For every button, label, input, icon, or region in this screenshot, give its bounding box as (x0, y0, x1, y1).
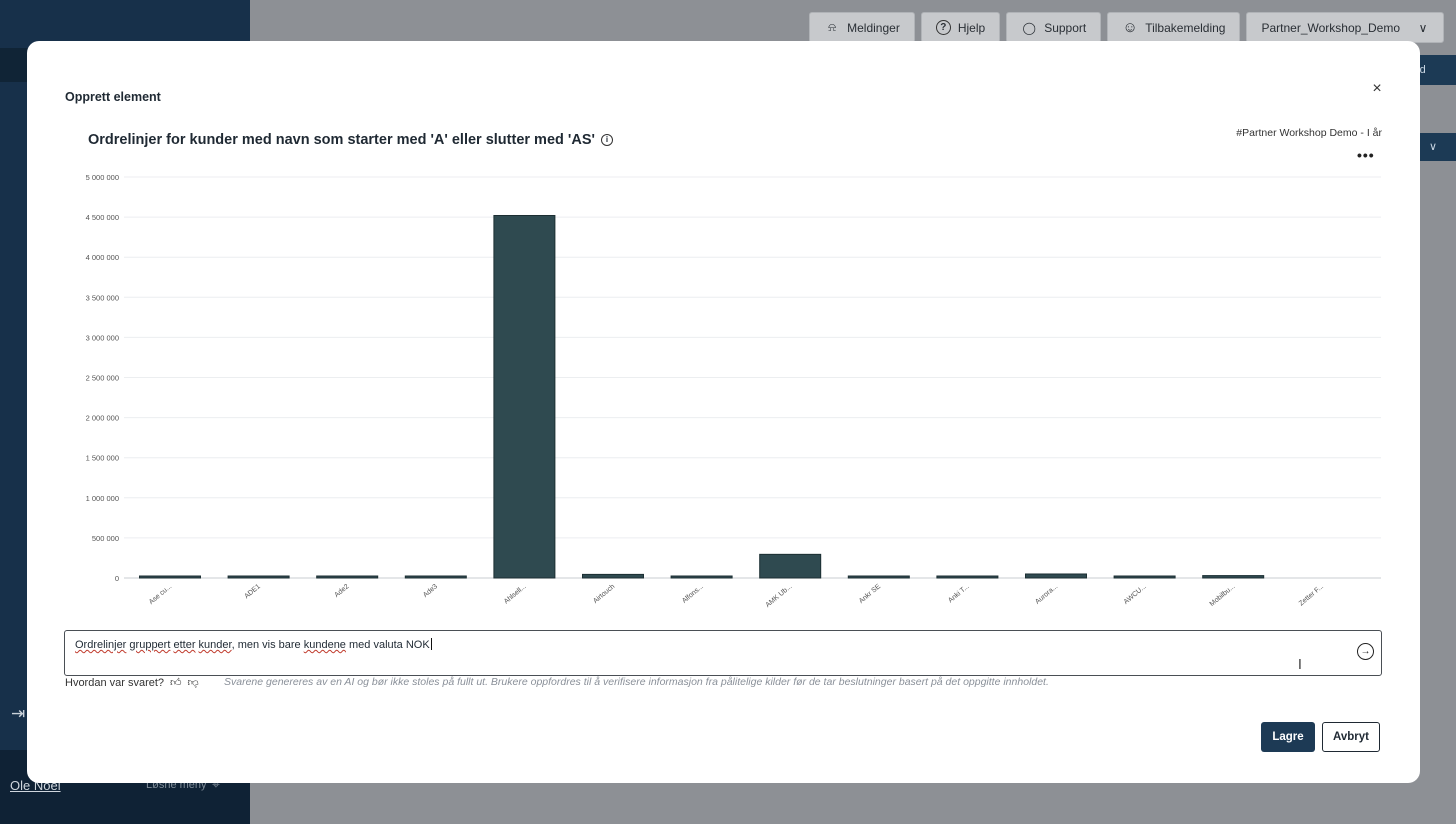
modal-title: Opprett element (65, 90, 161, 104)
workspace-selector[interactable]: Partner_Workshop_Demo ∨ (1246, 12, 1444, 43)
feedback-label: Tilbakemelding (1145, 20, 1226, 35)
x-tick-label: Ase cu... (148, 583, 173, 606)
x-tick-label: ADE1 (243, 583, 262, 600)
prompt-text[interactable]: Ordrelinjer gruppert etter kunder, men v… (75, 638, 432, 651)
notifications-button[interactable]: ⍾ Meldinger (809, 12, 915, 43)
y-tick-label: 4 000 000 (86, 253, 119, 262)
bar[interactable] (847, 575, 910, 579)
bar[interactable] (759, 553, 822, 579)
bar[interactable] (139, 575, 201, 579)
x-tick-label: Ahlsell... (503, 583, 528, 605)
bar[interactable] (1025, 573, 1087, 579)
x-tick-label: Ade2 (333, 583, 350, 599)
chart-title-text: Ordrelinjer for kunder med navn som star… (88, 132, 595, 148)
feedback-row: Hvordan var svaret? 👍︎ 👎︎ (65, 676, 199, 689)
text-cursor-icon: I (1298, 658, 1302, 673)
text-caret (430, 638, 432, 650)
prompt-word-kunder: kunder (198, 639, 232, 651)
x-tick-label: Aurora... (1034, 583, 1059, 606)
prompt-word-etter: etter (173, 639, 196, 651)
chat-icon: ◯ (1022, 20, 1036, 35)
ai-prompt-input[interactable]: Ordrelinjer gruppert etter kunder, men v… (64, 630, 1382, 676)
x-tick-label: Zetter F... (1298, 583, 1325, 607)
y-tick-label: 500 000 (92, 534, 119, 543)
x-tick-label: Anki T... (947, 583, 971, 604)
chart-source-label: #Partner Workshop Demo - I år (1236, 127, 1382, 139)
y-tick-label: 5 000 000 (86, 173, 119, 182)
create-element-modal: Opprett element × Ordrelinjer for kunder… (27, 41, 1420, 783)
y-tick-label: 3 500 000 (86, 293, 119, 302)
prompt-word-kundene: kundene (303, 639, 346, 651)
thumbs-down-icon[interactable]: 👎︎ (187, 676, 199, 689)
pin-icon[interactable]: ⌖ (212, 776, 220, 792)
chart-menu-icon[interactable]: ••• (1357, 147, 1375, 163)
close-icon[interactable]: × (1372, 80, 1382, 97)
prompt-segment-4: , men vis bare (231, 639, 304, 651)
thumbs-up-icon[interactable]: 👍︎ (170, 676, 182, 689)
bar[interactable] (404, 575, 467, 579)
y-tick-label: 2 500 000 (86, 374, 119, 383)
prompt-segment-5: med valuta NOK (345, 639, 430, 651)
support-label: Support (1044, 20, 1087, 35)
x-tick-label: AWCU... (1123, 583, 1148, 606)
feedback-question: Hvordan var svaret? (65, 676, 165, 689)
x-tick-label: Ade3 (422, 583, 439, 599)
x-tick-label: Alfons... (681, 583, 705, 605)
bar-chart: 0 500 000 1 000 000 1 500 000 2 000 000 2 500… (86, 173, 1381, 609)
logout-icon[interactable]: ⇥ (11, 704, 26, 723)
bar[interactable] (227, 575, 290, 579)
support-button[interactable]: ◯ Support (1006, 12, 1102, 43)
bar[interactable] (493, 214, 556, 579)
workspace-label: Partner_Workshop_Demo (1261, 20, 1400, 35)
notifications-label: Meldinger (847, 20, 900, 35)
x-tick-label: Mobilbu... (1209, 583, 1237, 608)
help-button[interactable]: ? Hjelp (920, 12, 1001, 43)
bar[interactable] (1113, 575, 1176, 579)
help-label: Hjelp (957, 20, 986, 35)
bar[interactable] (1202, 575, 1265, 579)
y-tick-label: 3 000 000 (86, 333, 119, 342)
y-tick-label: 2 000 000 (86, 414, 119, 423)
y-tick-label: 1 500 000 (86, 454, 119, 463)
smiley-icon: ☺ (1122, 19, 1138, 36)
info-icon[interactable]: i (600, 134, 613, 146)
chart-title: Ordrelinjer for kunder med navn som star… (88, 132, 613, 148)
bar[interactable] (936, 575, 999, 579)
ai-disclaimer: Svarene genereres av en AI og bør ikke s… (224, 676, 1049, 688)
send-arrow-icon[interactable]: → (1357, 643, 1374, 660)
prompt-word-gruppert: gruppert (129, 639, 171, 651)
save-button[interactable]: Lagre (1261, 722, 1315, 752)
y-tick-label: 1 000 000 (86, 494, 119, 503)
y-tick-label: 4 500 000 (86, 213, 119, 222)
y-tick-label: 0 (115, 574, 119, 583)
bar[interactable] (670, 575, 733, 579)
x-tick-label: Ankr SE (858, 583, 882, 605)
x-tick-label: Airtouch (592, 583, 616, 605)
bar[interactable] (582, 573, 644, 579)
bell-icon: ⍾ (828, 20, 837, 34)
feedback-button[interactable]: ☺ Tilbakemelding (1107, 12, 1241, 43)
top-toolbar: ⍾ Meldinger ? Hjelp ◯ Support ☺ Tilbakem… (809, 12, 1444, 43)
bar[interactable] (316, 575, 379, 579)
cancel-button[interactable]: Avbryt (1322, 722, 1380, 752)
chevron-down-icon: ∨ (1418, 20, 1428, 35)
x-tick-label: AMK Ub... (765, 583, 794, 609)
prompt-word-ordrelinjer: Ordrelinjer (75, 639, 127, 651)
help-icon: ? (935, 20, 951, 35)
